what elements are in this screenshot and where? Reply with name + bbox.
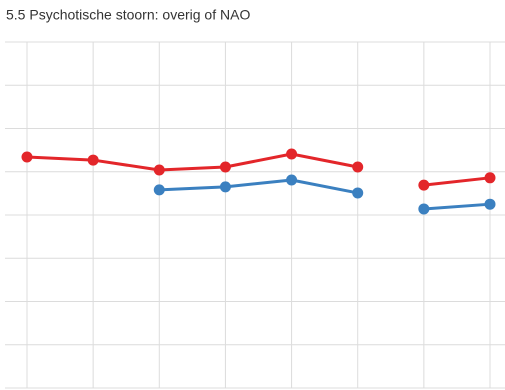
data-point (219, 181, 231, 193)
data-point (352, 187, 364, 199)
data-point (153, 164, 165, 176)
series-line (159, 178, 491, 211)
series-line (26, 152, 491, 187)
data-point (484, 198, 496, 210)
data-point (418, 203, 430, 215)
data-point (418, 179, 430, 191)
data-point (21, 151, 33, 163)
data-point (286, 148, 298, 160)
data-point (219, 161, 231, 173)
chart-title: 5.5 Psychotische stoorn: overig of NAO (6, 7, 250, 23)
data-point (286, 174, 298, 186)
data-point (352, 161, 364, 173)
data-point (153, 184, 165, 196)
data-point (484, 172, 496, 184)
data-point (87, 154, 99, 166)
